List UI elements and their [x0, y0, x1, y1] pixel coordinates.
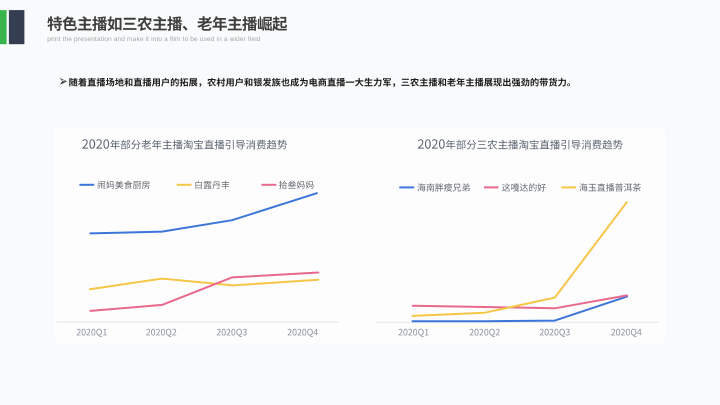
svg-text:print the presentation and mak: print the presentation and make it into …	[47, 36, 261, 43]
